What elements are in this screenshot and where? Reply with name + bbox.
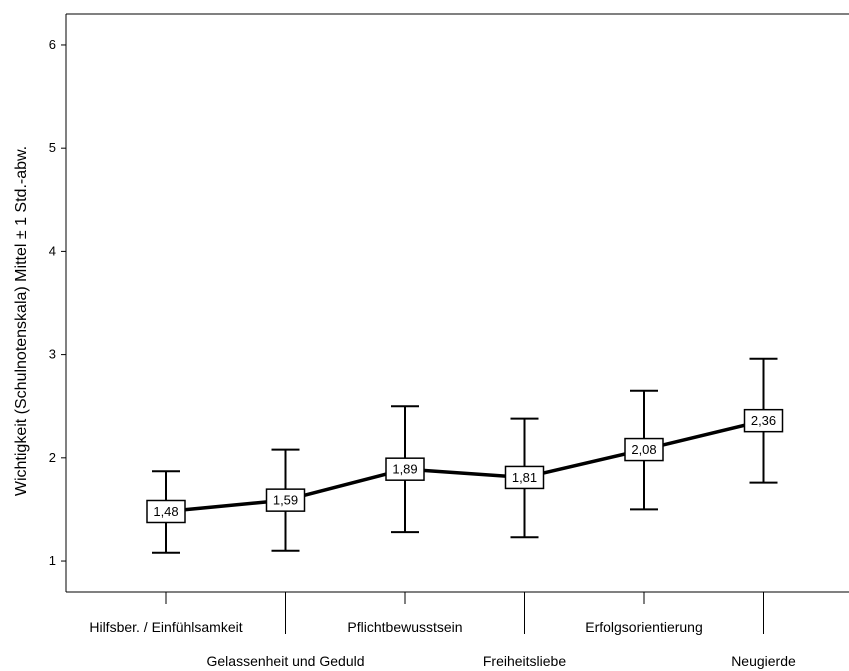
axes xyxy=(65,13,849,593)
y-tick-label: 4 xyxy=(49,243,56,258)
data-label: 1,48 xyxy=(153,504,178,519)
y-tick-label: 5 xyxy=(49,140,56,155)
error-bars xyxy=(152,357,778,554)
y-tick-label: 6 xyxy=(49,37,56,52)
data-point xyxy=(504,465,545,490)
x-tick-label: Pflichtbewusstsein xyxy=(347,619,462,635)
data-point xyxy=(146,499,186,524)
series-lines xyxy=(165,418,764,514)
data-label: 1,59 xyxy=(273,493,298,508)
data-point xyxy=(265,488,306,512)
y-tick-label: 1 xyxy=(49,553,56,568)
y-tick-label: 3 xyxy=(49,347,56,362)
data-label: 2,36 xyxy=(751,413,776,428)
x-tick-label: Gelassenheit und Geduld xyxy=(207,653,365,669)
data-markers: 1,48 1,59 1,89 1,81 2,08 2,36 xyxy=(146,408,784,524)
y-tick-label: 2 xyxy=(49,450,56,465)
x-tick-label: Erfolgsorientierung xyxy=(585,619,703,635)
x-tick-label: Hilfsber. / Einfühlsamkeit xyxy=(89,619,242,635)
data-label: 2,08 xyxy=(631,442,656,457)
y-ticks: 1 2 3 4 5 6 xyxy=(49,37,66,568)
x-tick-label: Neugierde xyxy=(731,653,796,669)
x-ticks: Hilfsber. / Einfühlsamkeit Gelassenheit u… xyxy=(89,592,796,669)
series-line xyxy=(165,418,764,514)
data-point xyxy=(385,457,425,481)
x-tick-label: Freiheitsliebe xyxy=(483,653,566,669)
data-point xyxy=(624,437,664,462)
data-label: 1,89 xyxy=(392,462,417,477)
y-axis-label: Wichtigkeit (Schulnotenskala) Mittel ± 1… xyxy=(13,146,30,496)
data-label: 1,81 xyxy=(512,470,537,485)
data-point xyxy=(743,408,784,433)
